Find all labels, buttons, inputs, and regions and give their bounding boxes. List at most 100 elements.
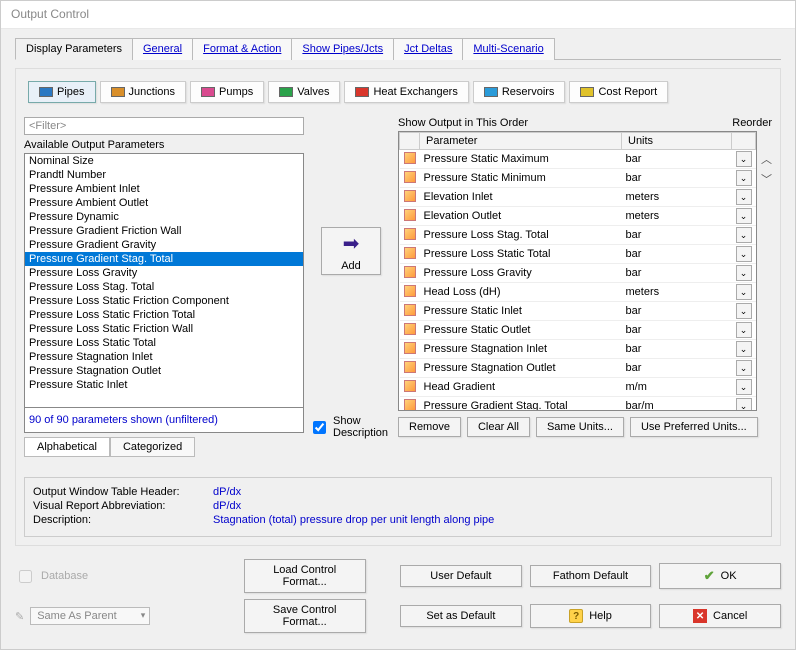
param-item[interactable]: Pressure Gradient Friction Wall: [25, 224, 303, 238]
param-item[interactable]: Pressure Loss Static Friction Total: [25, 308, 303, 322]
param-item[interactable]: Pressure Static Inlet: [25, 378, 303, 392]
output-row[interactable]: Pressure Static Inletbar⌄: [400, 302, 756, 321]
output-col-header[interactable]: [400, 133, 420, 150]
param-item[interactable]: Pressure Loss Static Friction Wall: [25, 322, 303, 336]
output-row[interactable]: Pressure Gradient Stag. Totalbar/m⌄: [400, 397, 756, 412]
unit-dropdown-icon[interactable]: ⌄: [736, 284, 752, 300]
output-unit-cell: bar: [622, 226, 732, 245]
help-button[interactable]: ?Help: [530, 604, 652, 628]
sub-tab-junctions[interactable]: Junctions: [100, 81, 186, 103]
param-item[interactable]: Pressure Loss Static Total: [25, 336, 303, 350]
output-row[interactable]: Head Loss (dH)meters⌄: [400, 283, 756, 302]
output-row[interactable]: Pressure Stagnation Outletbar⌄: [400, 359, 756, 378]
param-item[interactable]: Pressure Gradient Gravity: [25, 238, 303, 252]
show-description-checkbox[interactable]: Show Description: [309, 415, 393, 439]
move-down-icon[interactable]: ﹀: [761, 171, 772, 187]
unit-dropdown-icon[interactable]: ⌄: [736, 208, 752, 224]
sub-tab-cost-report[interactable]: Cost Report: [569, 81, 668, 103]
load-control-format-button[interactable]: Load Control Format...: [244, 559, 366, 593]
output-row[interactable]: Pressure Static Outletbar⌄: [400, 321, 756, 340]
filter-input[interactable]: [24, 117, 304, 135]
unit-dropdown-icon[interactable]: ⌄: [736, 170, 752, 186]
output-row[interactable]: Pressure Static Maximumbar⌄: [400, 150, 756, 169]
heat-exchangers-icon: [355, 87, 369, 97]
param-item[interactable]: Pressure Loss Stag. Total: [25, 280, 303, 294]
output-row[interactable]: Elevation Inletmeters⌄: [400, 188, 756, 207]
help-icon: ?: [569, 609, 583, 623]
use-preferred-units-button[interactable]: Use Preferred Units...: [630, 417, 758, 437]
unit-dropdown-icon[interactable]: ⌄: [736, 151, 752, 167]
display-parameters-panel: PipesJunctionsPumpsValvesHeat Exchangers…: [15, 68, 781, 546]
unit-dropdown-icon[interactable]: ⌄: [736, 303, 752, 319]
unit-dropdown-icon[interactable]: ⌄: [736, 341, 752, 357]
fathom-default-button[interactable]: Fathom Default: [530, 565, 652, 587]
unit-dropdown-icon[interactable]: ⌄: [736, 227, 752, 243]
param-item[interactable]: Pressure Loss Static Friction Component: [25, 294, 303, 308]
output-param-cell: Elevation Outlet: [420, 207, 622, 226]
sub-tab-heat-exchangers[interactable]: Heat Exchangers: [344, 81, 468, 103]
main-tab-strip: Display ParametersGeneralFormat & Action…: [15, 37, 781, 60]
main-tab-multi-scenario[interactable]: Multi-Scenario: [462, 38, 554, 60]
same-as-parent-combo[interactable]: Same As Parent: [30, 607, 150, 625]
output-row[interactable]: Pressure Loss Stag. Totalbar⌄: [400, 226, 756, 245]
main-tab-format-action[interactable]: Format & Action: [192, 38, 292, 60]
param-item[interactable]: Pressure Loss Gravity: [25, 266, 303, 280]
param-item[interactable]: Pressure Stagnation Outlet: [25, 364, 303, 378]
param-item[interactable]: Pressure Gradient Stag. Total: [25, 252, 303, 266]
output-row[interactable]: Head Gradientm/m⌄: [400, 378, 756, 397]
show-description-label: Show Description: [333, 415, 393, 439]
output-col-header[interactable]: [732, 133, 756, 150]
sub-tab-pipes[interactable]: Pipes: [28, 81, 96, 103]
output-row[interactable]: Elevation Outletmeters⌄: [400, 207, 756, 226]
unit-dropdown-icon[interactable]: ⌄: [736, 322, 752, 338]
unit-dropdown-icon[interactable]: ⌄: [736, 246, 752, 262]
param-item[interactable]: Pressure Ambient Inlet: [25, 182, 303, 196]
main-tab-show-pipes-jcts[interactable]: Show Pipes/Jcts: [291, 38, 394, 60]
main-tab-display-parameters[interactable]: Display Parameters: [15, 38, 133, 60]
show-description-input[interactable]: [313, 421, 326, 434]
cancel-button[interactable]: ✕Cancel: [659, 604, 781, 628]
sort-tab-categorized[interactable]: Categorized: [110, 437, 195, 457]
available-params-list[interactable]: Nominal SizePrandtl NumberPressure Ambie…: [24, 153, 304, 408]
output-col-header[interactable]: Parameter: [420, 133, 622, 150]
output-unit-cell: bar: [622, 245, 732, 264]
set-as-default-button[interactable]: Set as Default: [400, 605, 522, 627]
description-box: Output Window Table Header:dP/dx Visual …: [24, 477, 772, 537]
move-up-icon[interactable]: ︿: [761, 151, 772, 167]
param-item[interactable]: Pressure Dynamic: [25, 210, 303, 224]
sort-tab-alphabetical[interactable]: Alphabetical: [24, 437, 110, 457]
param-item[interactable]: Pressure Stagnation Inlet: [25, 350, 303, 364]
add-button[interactable]: ➡ Add: [321, 227, 381, 275]
removebutton[interactable]: Remove: [398, 417, 461, 437]
output-col-header[interactable]: Units: [622, 133, 732, 150]
unit-dropdown-icon[interactable]: ⌄: [736, 265, 752, 281]
same-units-button[interactable]: Same Units...: [536, 417, 624, 437]
output-row[interactable]: Pressure Stagnation Inletbar⌄: [400, 340, 756, 359]
sort-tab-strip: AlphabeticalCategorized: [24, 437, 304, 457]
output-param-cell: Pressure Stagnation Inlet: [420, 340, 622, 359]
row-icon: [404, 228, 416, 240]
clear-allbutton[interactable]: Clear All: [467, 417, 530, 437]
param-item[interactable]: Nominal Size: [25, 154, 303, 168]
output-row[interactable]: Pressure Static Minimumbar⌄: [400, 169, 756, 188]
sub-tab-reservoirs[interactable]: Reservoirs: [473, 81, 566, 103]
unit-dropdown-icon[interactable]: ⌄: [736, 379, 752, 395]
output-param-cell: Pressure Static Maximum: [420, 150, 622, 169]
user-default-button[interactable]: User Default: [400, 565, 522, 587]
output-table-wrap[interactable]: ParameterUnits Pressure Static Maximumba…: [398, 131, 757, 411]
param-item[interactable]: Pressure Ambient Outlet: [25, 196, 303, 210]
unit-dropdown-icon[interactable]: ⌄: [736, 398, 752, 411]
main-tab-jct-deltas[interactable]: Jct Deltas: [393, 38, 463, 60]
save-control-format-button[interactable]: Save Control Format...: [244, 599, 366, 633]
main-tab-general[interactable]: General: [132, 38, 193, 60]
output-table: ParameterUnits Pressure Static Maximumba…: [399, 132, 756, 411]
output-row[interactable]: Pressure Loss Static Totalbar⌄: [400, 245, 756, 264]
output-row[interactable]: Pressure Loss Gravitybar⌄: [400, 264, 756, 283]
unit-dropdown-icon[interactable]: ⌄: [736, 189, 752, 205]
param-item[interactable]: Prandtl Number: [25, 168, 303, 182]
sub-tab-valves[interactable]: Valves: [268, 81, 340, 103]
ok-button[interactable]: ✔OK: [659, 563, 781, 589]
sub-tab-pumps[interactable]: Pumps: [190, 81, 264, 103]
unit-dropdown-icon[interactable]: ⌄: [736, 360, 752, 376]
row-icon: [404, 285, 416, 297]
